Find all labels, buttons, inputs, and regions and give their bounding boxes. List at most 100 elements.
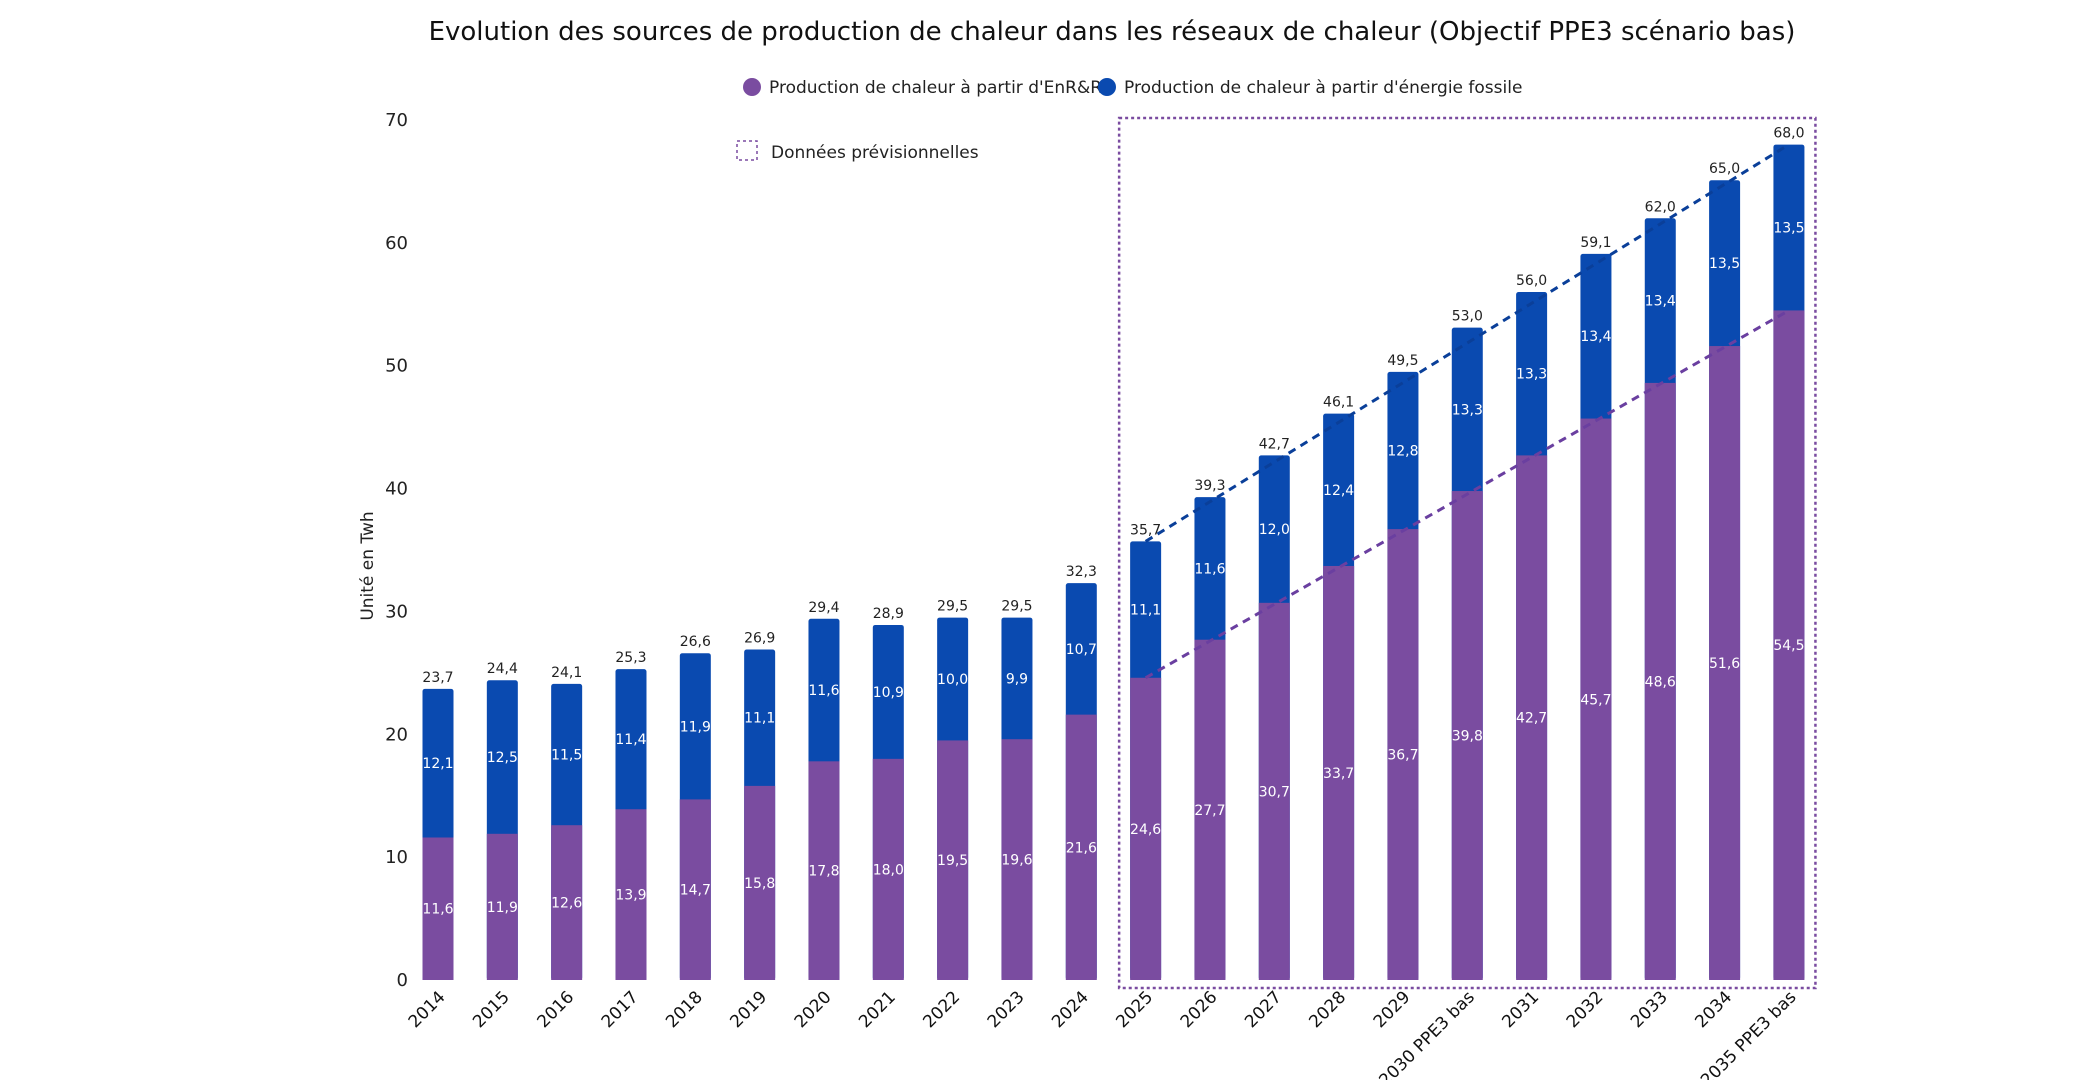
bar-total-label: 62,0 bbox=[1645, 199, 1676, 215]
legend-label-fossile: Production de chaleur à partir d'énergie… bbox=[1124, 78, 1522, 98]
x-tick-label: 2021 bbox=[855, 987, 900, 1032]
bar-enr bbox=[1387, 529, 1419, 980]
bar-fossile-label: 10,9 bbox=[873, 685, 904, 701]
y-tick-label: 40 bbox=[385, 479, 408, 500]
bar-fossile-label: 11,5 bbox=[551, 748, 582, 764]
y-tick-label: 70 bbox=[385, 110, 408, 131]
y-axis-label: Unité en Twh bbox=[358, 511, 378, 620]
bar-enr-label: 27,7 bbox=[1194, 803, 1225, 819]
bar-fossile-label: 13,5 bbox=[1709, 256, 1740, 272]
bar-fossile-label: 12,0 bbox=[1259, 522, 1290, 538]
x-axis-ticks: 2014 2015 2016 2017 2018 2019 2020 2021 2022 2023… bbox=[405, 987, 1801, 1080]
bar-total-label: 23,7 bbox=[422, 670, 453, 686]
bar-enr bbox=[1580, 418, 1612, 980]
bar-enr-label: 14,7 bbox=[680, 883, 711, 899]
legend-marker-forecast bbox=[736, 140, 758, 161]
forecast-region bbox=[1117, 116, 1817, 990]
bar-enr bbox=[1065, 714, 1097, 980]
bar-enr bbox=[872, 758, 904, 980]
bar-total-label: 29,5 bbox=[1001, 599, 1032, 615]
bar-enr-label: 11,9 bbox=[487, 900, 518, 916]
x-tick-label: 2023 bbox=[984, 987, 1029, 1032]
trend-lines bbox=[1144, 143, 1790, 680]
bar-enr-label: 54,5 bbox=[1773, 638, 1804, 654]
x-tick-label: 2032 bbox=[1563, 987, 1608, 1032]
bar-total-label: 53,0 bbox=[1452, 309, 1483, 325]
x-tick-label: 2015 bbox=[469, 987, 514, 1032]
bar-fossile-label: 12,4 bbox=[1323, 483, 1354, 499]
bar-total-label: 65,0 bbox=[1709, 161, 1740, 177]
bar-enr-label: 24,6 bbox=[1130, 822, 1161, 838]
bar-enr-label: 21,6 bbox=[1066, 840, 1097, 856]
bar-fossile-label: 11,1 bbox=[1130, 603, 1161, 619]
bar-enr bbox=[1258, 602, 1290, 980]
bar-fossile-label: 12,1 bbox=[422, 756, 453, 772]
bar-total-label: 24,1 bbox=[551, 665, 582, 681]
y-tick-label: 60 bbox=[385, 233, 408, 254]
bar-enr-label: 45,7 bbox=[1580, 692, 1611, 708]
x-tick-label: 2025 bbox=[1112, 987, 1157, 1032]
bar-total-label: 25,3 bbox=[615, 650, 646, 666]
bar-enr bbox=[744, 785, 776, 980]
y-tick-label: 30 bbox=[385, 601, 408, 622]
bar-total-label: 32,3 bbox=[1066, 564, 1097, 580]
bar-enr bbox=[1194, 639, 1226, 980]
bar-enr bbox=[1709, 346, 1741, 980]
bar-enr-label: 48,6 bbox=[1645, 674, 1676, 690]
y-tick-label: 0 bbox=[397, 970, 408, 991]
bar-total-label: 68,0 bbox=[1773, 126, 1804, 142]
x-tick-label: 2020 bbox=[791, 987, 836, 1032]
bar-enr-label: 12,6 bbox=[551, 896, 582, 912]
bar-enr-label: 51,6 bbox=[1709, 656, 1740, 672]
bar-fossile-label: 13,4 bbox=[1645, 294, 1676, 310]
bar-enr bbox=[937, 740, 969, 980]
bar-fossile-label: 13,3 bbox=[1452, 402, 1483, 418]
y-axis-ticks: 0 10 20 30 40 50 60 70 bbox=[385, 110, 408, 991]
bar-fossile-label: 13,5 bbox=[1773, 221, 1804, 237]
bars bbox=[422, 144, 1805, 981]
bar-total-label: 39,3 bbox=[1194, 478, 1225, 494]
legend-marker-enr bbox=[743, 78, 761, 96]
bar-total-label: 59,1 bbox=[1580, 235, 1611, 251]
bar-total-label: 26,6 bbox=[680, 634, 711, 650]
bar-enr bbox=[551, 825, 583, 980]
y-tick-label: 50 bbox=[385, 356, 408, 377]
bar-enr-label: 39,8 bbox=[1452, 729, 1483, 745]
bar-total-label: 46,1 bbox=[1323, 395, 1354, 411]
data-labels: 11,6 12,1 23,7 11,9 12,5 24,4 12,6 11,5 24,1 13,9… bbox=[422, 126, 1804, 918]
bar-fossile-label: 12,5 bbox=[487, 750, 518, 766]
bar-fossile-label: 10,7 bbox=[1066, 642, 1097, 658]
legend-marker-fossile bbox=[1098, 78, 1116, 96]
bar-fossile-label: 11,6 bbox=[1194, 561, 1225, 577]
bar-enr bbox=[1323, 565, 1355, 980]
bar-enr bbox=[486, 833, 518, 980]
bar-fossile-label: 12,8 bbox=[1387, 443, 1418, 459]
bar-enr-label: 11,6 bbox=[422, 902, 453, 918]
bar-total-label: 29,5 bbox=[937, 599, 968, 615]
x-tick-label: 2018 bbox=[662, 987, 707, 1032]
bar-enr bbox=[615, 809, 647, 980]
bar-enr-label: 18,0 bbox=[873, 862, 904, 878]
bar-total-label: 24,4 bbox=[487, 661, 518, 677]
bar-fossile-label: 11,6 bbox=[808, 683, 839, 699]
forecast-box bbox=[1117, 116, 1817, 990]
bar-enr bbox=[422, 837, 454, 980]
bar-enr bbox=[1451, 491, 1483, 980]
bar-total-label: 56,0 bbox=[1516, 273, 1547, 289]
bar-total-label: 35,7 bbox=[1130, 522, 1161, 538]
x-tick-label: 2031 bbox=[1498, 987, 1543, 1032]
bar-fossile-label: 11,1 bbox=[744, 711, 775, 727]
x-tick-label: 2029 bbox=[1370, 987, 1415, 1032]
bar-enr-label: 13,9 bbox=[615, 888, 646, 904]
bar-enr bbox=[1001, 739, 1033, 980]
legend: Production de chaleur à partir d'EnR&R P… bbox=[736, 78, 1522, 163]
bar-enr-label: 19,5 bbox=[937, 853, 968, 869]
trend-line bbox=[1144, 309, 1790, 680]
bar-enr-label: 15,8 bbox=[744, 876, 775, 892]
x-tick-label: 2014 bbox=[405, 987, 450, 1032]
bar-enr bbox=[808, 761, 840, 980]
legend-label-forecast: Données prévisionnelles bbox=[771, 143, 979, 163]
x-tick-label: 2033 bbox=[1627, 987, 1672, 1032]
legend-label-enr: Production de chaleur à partir d'EnR&R bbox=[769, 78, 1102, 98]
